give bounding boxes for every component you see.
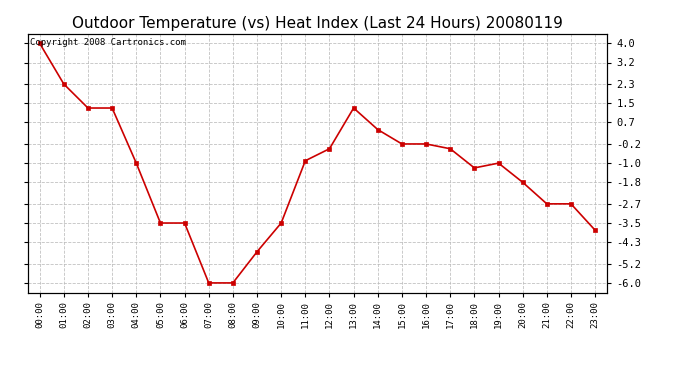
Title: Outdoor Temperature (vs) Heat Index (Last 24 Hours) 20080119: Outdoor Temperature (vs) Heat Index (Las… xyxy=(72,16,563,31)
Text: Copyright 2008 Cartronics.com: Copyright 2008 Cartronics.com xyxy=(30,38,186,46)
